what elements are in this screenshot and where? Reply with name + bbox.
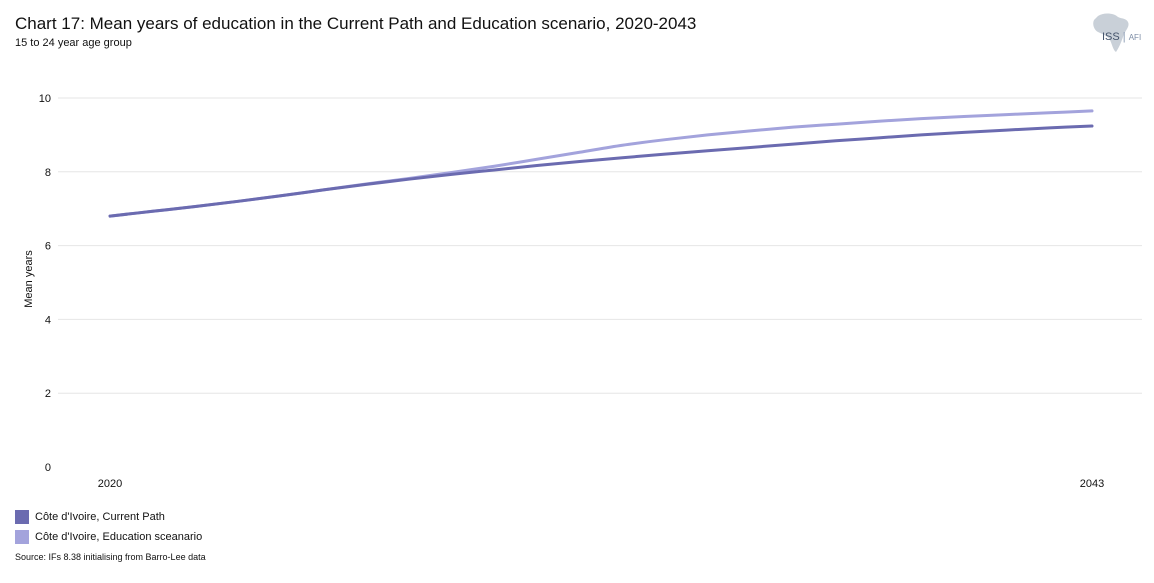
y-tick-label: 4	[45, 314, 51, 326]
chart-title: Chart 17: Mean years of education in the…	[15, 14, 697, 33]
y-tick-label: 8	[45, 167, 51, 179]
legend: Côte d'Ivoire, Current Path Côte d'Ivoir…	[15, 507, 202, 547]
x-tick-label: 2043	[1080, 478, 1104, 490]
iss-afi-logo: ISS | AFI	[1102, 31, 1142, 43]
chart-subtitle: 15 to 24 year age group	[15, 37, 132, 49]
legend-item-education: Côte d'Ivoire, Education sceanario	[15, 527, 202, 547]
y-axis-ticks: 0 2 4 6 8 10	[39, 93, 51, 474]
series-line-current-path	[108, 124, 1094, 218]
x-tick-label: 2020	[98, 478, 122, 490]
series-lines	[108, 109, 1094, 218]
grid-lines	[58, 97, 1142, 394]
legend-label-education: Côte d'Ivoire, Education sceanario	[35, 531, 203, 543]
legend-label-current-path: Côte d'Ivoire, Current Path	[35, 511, 165, 523]
logo-sub-text: AFI	[1128, 33, 1142, 42]
x-axis-ticks: 2020 2043	[98, 478, 1104, 490]
legend-swatch-education	[15, 530, 29, 544]
y-axis-label: Mean years	[23, 250, 35, 308]
y-tick-label: 0	[45, 462, 51, 474]
legend-swatch-current-path	[15, 510, 29, 524]
africa-map-icon	[1093, 13, 1129, 52]
source-note: Source: IFs 8.38 initialising from Barro…	[15, 552, 206, 562]
y-tick-label: 10	[39, 93, 51, 105]
legend-item-current-path: Côte d'Ivoire, Current Path	[15, 507, 202, 527]
y-tick-label: 2	[45, 388, 51, 400]
logo-main-text: ISS	[1102, 31, 1120, 43]
y-tick-label: 6	[45, 241, 51, 253]
